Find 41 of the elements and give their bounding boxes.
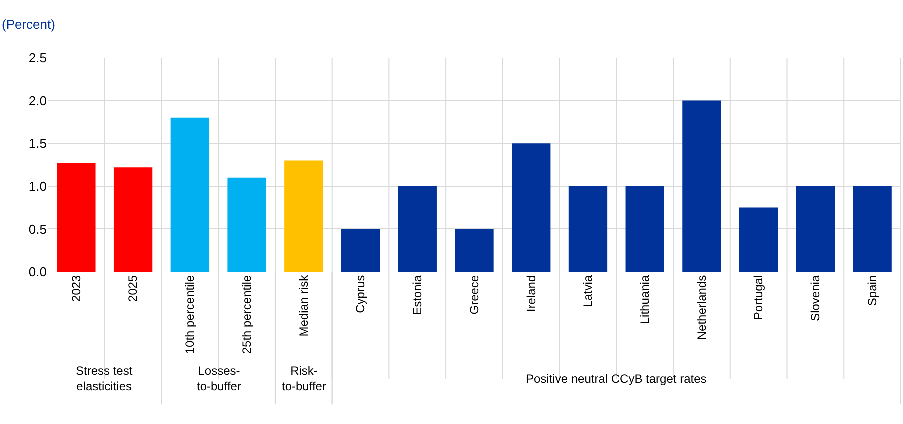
x-tick-label: Median risk (296, 274, 311, 337)
bar (114, 168, 153, 272)
x-tick-label: Slovenia (808, 275, 823, 322)
bar (568, 186, 608, 272)
bar (740, 208, 778, 272)
x-tick-label: Greece (467, 275, 482, 315)
bar (455, 229, 494, 272)
bar (284, 160, 324, 272)
text: Stress test elasticities (76, 364, 134, 394)
x-tick-label: 25th percentile (240, 275, 254, 354)
x-tick-label: Estonia (410, 275, 425, 316)
x-tick-label: 2023 (69, 275, 84, 302)
bar (341, 229, 380, 272)
x-tick-label: Portugal (752, 275, 766, 320)
bar (626, 186, 664, 272)
y-tick-label: 1.5 (28, 136, 47, 152)
y-tick-label: 0.5 (28, 222, 47, 237)
x-tick-label: Cyprus (354, 275, 368, 314)
y-tick-label: 1.0 (28, 178, 47, 194)
x-tick-label: 2025 (126, 275, 140, 302)
x-tick-label: 10th percentile (183, 275, 198, 354)
y-tick-label: 2.5 (28, 50, 47, 66)
x-tick-label: Spain (865, 275, 880, 306)
bar (170, 118, 210, 272)
bar (398, 186, 437, 272)
bar (796, 186, 836, 272)
bar (682, 100, 722, 272)
bar (228, 178, 266, 272)
x-tick-label: Lithuania (638, 275, 652, 324)
text: Positive neutral CCyB target rates (526, 372, 707, 386)
x-tick-label: Ireland (524, 275, 538, 312)
x-tick-label: Netherlands (694, 275, 709, 340)
y-tick-label: 0.0 (28, 264, 47, 280)
bar (512, 144, 551, 272)
text: Risk-to-buffer (282, 364, 326, 394)
bar (57, 163, 96, 272)
x-tick-label: Latvia (581, 275, 596, 308)
y-tick-label: 2.0 (28, 93, 47, 108)
bar (853, 186, 892, 272)
y-axis-title: (Percent) (2, 17, 56, 32)
text: Losses-to-buffer (197, 364, 242, 394)
